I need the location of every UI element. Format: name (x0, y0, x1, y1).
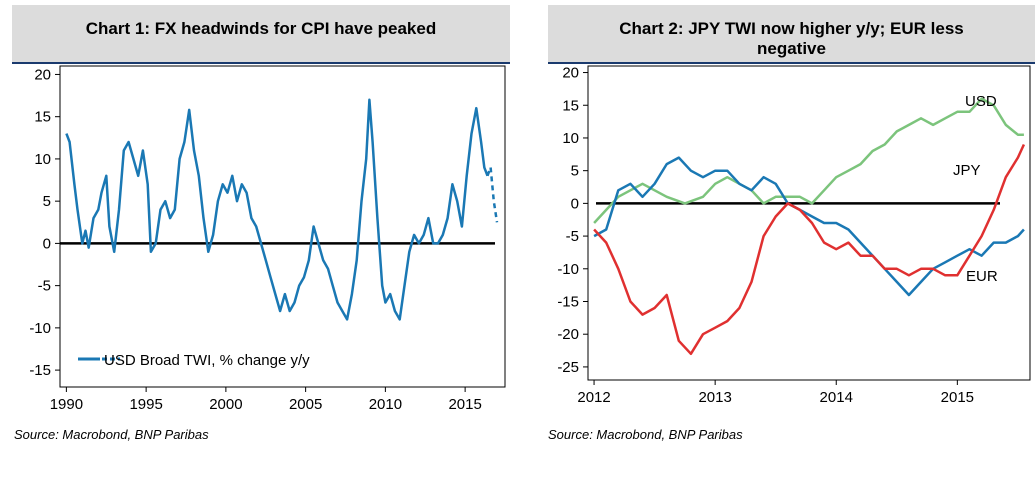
y-tick-label: 15 (562, 97, 579, 114)
chart-2-title: Chart 2: JPY TWI now higher y/y; EUR les… (619, 19, 964, 58)
y-tick-label: 5 (43, 193, 51, 210)
chart-1-title-bar: Chart 1: FX headwinds for CPI have peake… (12, 5, 510, 62)
y-tick-label: 5 (571, 163, 579, 180)
chart-1-panel: Chart 1: FX headwinds for CPI have peake… (0, 0, 510, 459)
jpy-label: JPY (953, 162, 981, 179)
y-tick-label: -15 (557, 294, 579, 311)
jpy-series-line (593, 143, 1026, 356)
y-tick-label: -15 (29, 362, 51, 379)
forecast-series-line (486, 166, 499, 223)
x-tick-label: 2000 (209, 396, 242, 413)
eur-label: EUR (966, 268, 998, 285)
chart-2-title-rule (548, 62, 1035, 64)
legend-label: USD Broad TWI, % change y/y (104, 352, 310, 369)
usd-series-line (593, 97, 1024, 224)
chart-2-source: Source: Macrobond, BNP Paribas (548, 427, 743, 442)
x-tick-label: 2012 (577, 389, 610, 406)
y-tick-label: 10 (34, 151, 51, 168)
y-tick-label: 0 (571, 195, 579, 212)
x-tick-label: 1995 (129, 396, 162, 413)
x-tick-label: 2005 (289, 396, 322, 413)
eur-series-line (593, 156, 1025, 297)
usd-twi-series-line (65, 98, 489, 321)
y-tick-label: -10 (29, 320, 51, 337)
plot-frame (587, 65, 1031, 381)
y-tick-label: 20 (562, 65, 579, 82)
x-tick-label: 2013 (698, 389, 731, 406)
y-tick-label: -5 (566, 228, 579, 245)
plot-frame (59, 65, 506, 388)
y-tick-label: -20 (557, 326, 579, 343)
y-tick-label: 20 (34, 66, 51, 83)
y-tick-label: 0 (43, 235, 51, 252)
y-tick-label: 10 (562, 130, 579, 147)
y-tick-label: -5 (38, 278, 51, 295)
x-tick-label: 1990 (50, 396, 83, 413)
x-tick-label: 2010 (369, 396, 402, 413)
y-tick-label: -10 (557, 261, 579, 278)
chart-2-panel: Chart 2: JPY TWI now higher y/y; EUR les… (540, 0, 1035, 459)
y-tick-label: -25 (557, 359, 579, 376)
x-tick-label: 2015 (448, 396, 481, 413)
chart-2-title-bar: Chart 2: JPY TWI now higher y/y; EUR les… (548, 5, 1035, 62)
x-tick-label: 2015 (941, 389, 974, 406)
usd-label: USD (965, 93, 997, 110)
y-tick-label: 15 (34, 109, 51, 126)
chart-1-title-rule (12, 62, 510, 64)
x-tick-label: 2014 (820, 389, 853, 406)
chart-1-title: Chart 1: FX headwinds for CPI have peake… (85, 19, 437, 38)
chart-1-source: Source: Macrobond, BNP Paribas (14, 427, 209, 442)
